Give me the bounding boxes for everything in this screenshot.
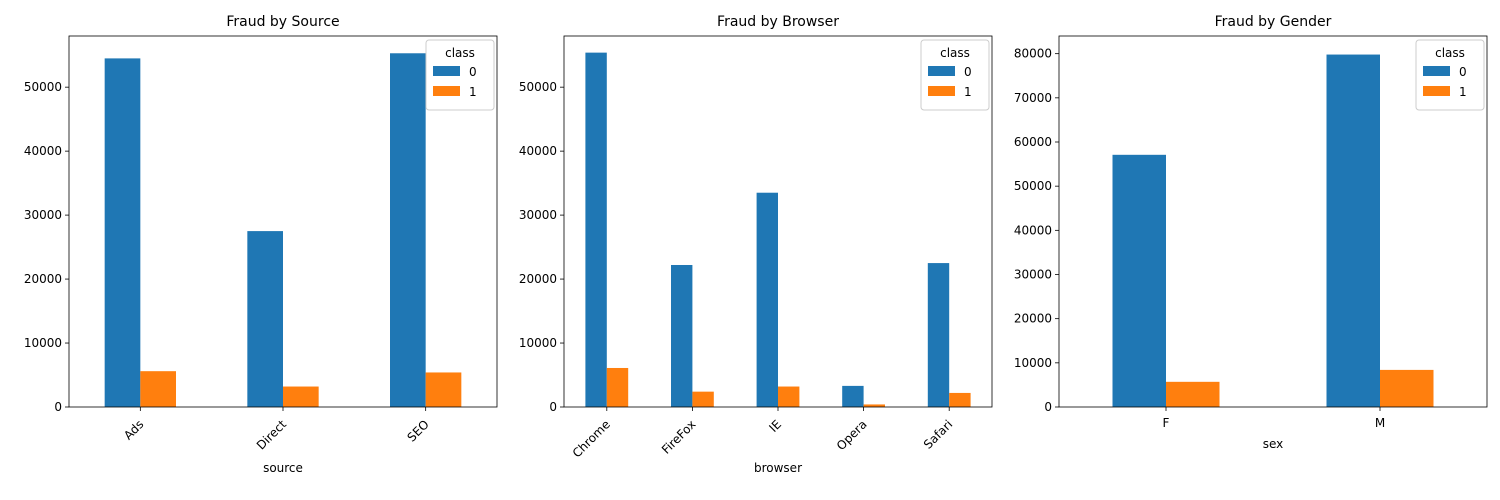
y-tick-label: 30000 — [519, 208, 557, 222]
chart-panel-source: Fraud by Source source 0 10000 20000 30000 4… — [24, 14, 498, 475]
y-tick-label: 50000 — [519, 80, 557, 94]
x-tick-label: Chrome — [570, 417, 613, 460]
y-tick-label: 60000 — [1014, 135, 1052, 149]
legend-label-class-0: 0 — [469, 65, 477, 79]
legend: class 0 1 — [1415, 39, 1485, 111]
bar-m-class-1 — [1380, 369, 1434, 407]
chart-panel-gender: Fraud by Gender sex 0 10000 20000 30000 4000… — [1014, 14, 1488, 451]
chart-title: Fraud by Gender — [1215, 14, 1332, 30]
y-tick-label: 80000 — [1014, 47, 1052, 61]
x-tick-label: F — [1163, 416, 1170, 430]
x-tick-label: Opera — [834, 417, 870, 453]
bar-direct-class-1 — [283, 386, 319, 407]
x-tick-label: FireFox — [659, 417, 699, 457]
legend-title: class — [445, 46, 475, 60]
x-tick-label: M — [1375, 416, 1385, 430]
legend-label-class-0: 0 — [1459, 65, 1467, 79]
chart-title: Fraud by Source — [226, 14, 339, 30]
bar-safari-class-1 — [949, 392, 971, 407]
y-tick-label: 0 — [54, 400, 62, 414]
x-axis-label: browser — [754, 461, 802, 475]
legend-swatch-class-0 — [928, 66, 955, 76]
y-tick-label: 20000 — [24, 272, 62, 286]
bar-seo-class-1 — [425, 372, 462, 407]
bar-seo-class-0 — [390, 53, 426, 407]
axes-frame — [1058, 35, 1488, 408]
y-tick-label: 0 — [549, 400, 557, 414]
legend-label-class-1: 1 — [964, 85, 972, 99]
legend-swatch-class-0 — [433, 66, 460, 76]
legend-title: class — [940, 46, 970, 60]
bar-ie-class-0 — [756, 192, 778, 407]
x-tick-label: Direct — [254, 417, 290, 453]
y-tick-label: 50000 — [1014, 179, 1052, 193]
bar-opera-class-0 — [842, 385, 864, 407]
x-tick-label: Ads — [121, 417, 146, 442]
x-axis-label: source — [263, 461, 303, 475]
y-tick-label: 50000 — [24, 80, 62, 94]
bar-ads-class-1 — [140, 371, 176, 407]
x-tick-label: SEO — [404, 417, 431, 444]
x-tick-label: IE — [766, 417, 784, 435]
axes-frame — [68, 35, 498, 408]
legend-swatch-class-0 — [1423, 66, 1450, 76]
bar-opera-class-1 — [863, 404, 885, 407]
bar-chrome-class-1 — [606, 367, 629, 407]
legend-swatch-class-1 — [928, 86, 955, 96]
y-tick-label: 30000 — [24, 208, 62, 222]
y-tick-label: 10000 — [24, 336, 62, 350]
bar-direct-class-0 — [247, 231, 283, 407]
bar-f-class-0 — [1112, 154, 1166, 407]
bar-firefox-class-1 — [692, 391, 714, 407]
y-tick-label: 40000 — [24, 144, 62, 158]
bar-chrome-class-0 — [585, 52, 607, 407]
legend-swatch-class-1 — [1423, 86, 1450, 96]
y-tick-label: 20000 — [519, 272, 557, 286]
x-tick-label: Safari — [921, 417, 956, 452]
y-tick-label: 40000 — [519, 144, 557, 158]
bar-firefox-class-0 — [671, 264, 693, 407]
legend-label-class-1: 1 — [1459, 85, 1467, 99]
legend-swatch-class-1 — [433, 86, 460, 96]
y-tick-label: 0 — [1044, 400, 1052, 414]
bar-safari-class-0 — [927, 263, 950, 407]
y-tick-label: 30000 — [1014, 268, 1052, 282]
bar-m-class-0 — [1326, 54, 1380, 408]
chart-panel-browser: Fraud by Browser browser 0 10000 20000 3000… — [519, 14, 993, 475]
legend: class 0 1 — [920, 39, 990, 111]
bar-ie-class-1 — [778, 386, 800, 407]
x-axis-label: sex — [1263, 437, 1284, 451]
bar-ads-class-0 — [104, 58, 141, 407]
y-tick-label: 20000 — [1014, 312, 1052, 326]
bar-f-class-1 — [1166, 381, 1220, 407]
legend-title: class — [1435, 46, 1465, 60]
legend-label-class-0: 0 — [964, 65, 972, 79]
y-tick-label: 70000 — [1014, 91, 1052, 105]
y-tick-label: 10000 — [1014, 356, 1052, 370]
axes-frame — [563, 35, 993, 408]
legend-label-class-1: 1 — [469, 85, 477, 99]
chart-title: Fraud by Browser — [717, 14, 839, 30]
y-tick-label: 40000 — [1014, 223, 1052, 237]
legend: class 0 1 — [425, 39, 495, 111]
y-tick-label: 10000 — [519, 336, 557, 350]
